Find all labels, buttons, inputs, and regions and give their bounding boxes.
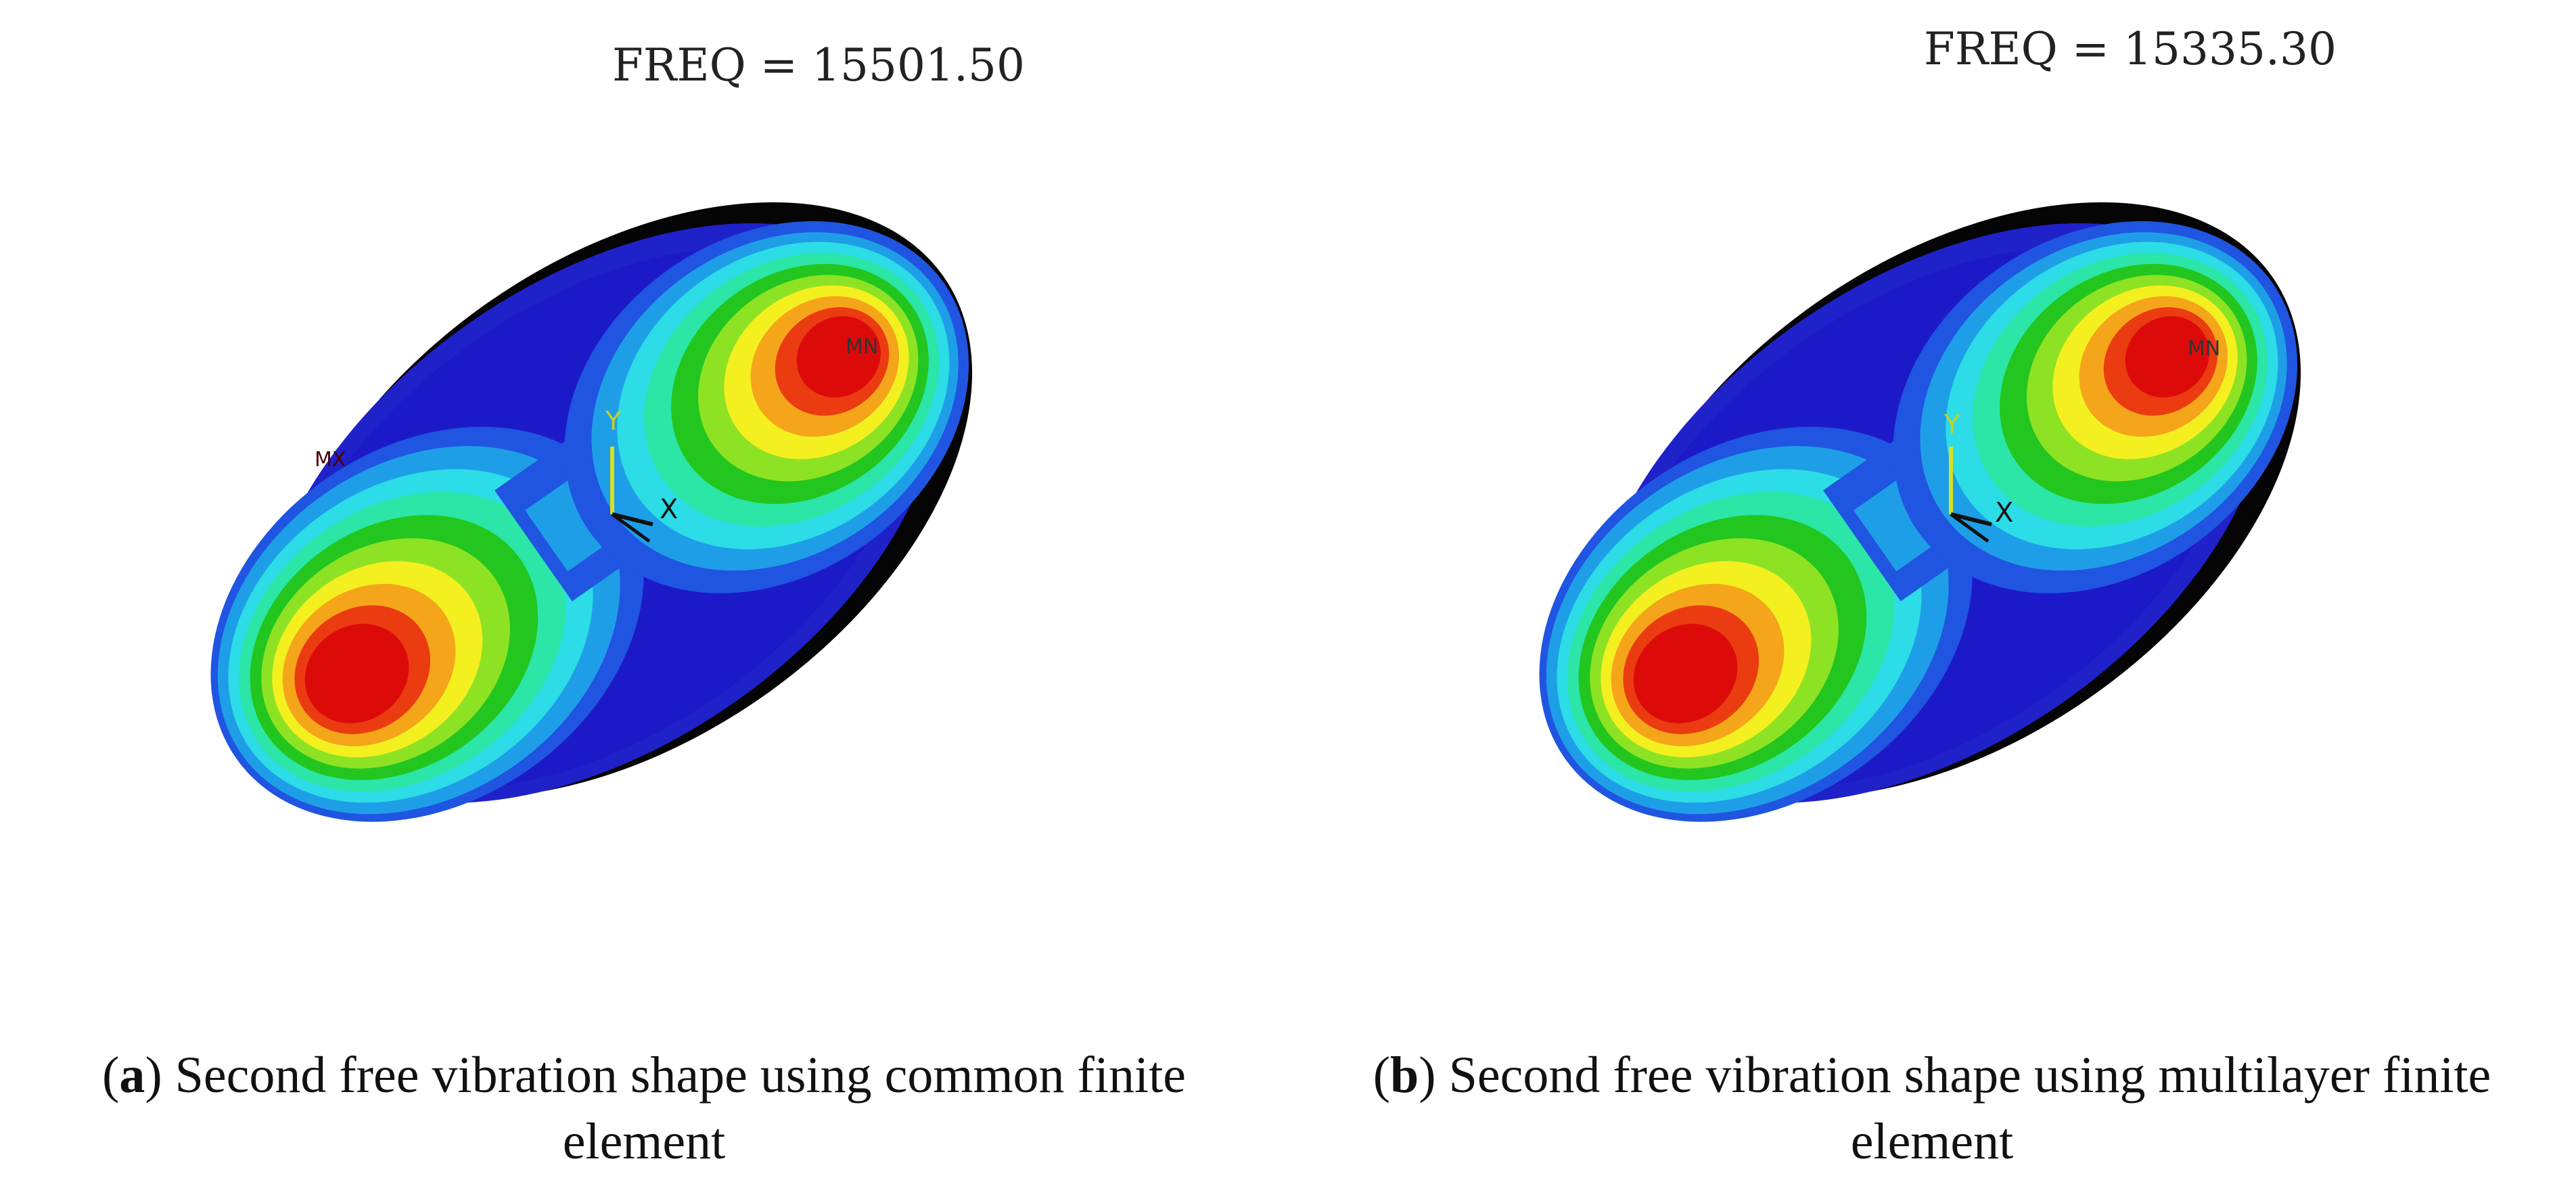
axis-triad: [1949, 447, 1992, 543]
caption-a: (a) Second free vibration shape using co…: [0, 1042, 1288, 1175]
caption-b: (b) Second free vibration shape using mu…: [1288, 1042, 2576, 1175]
caption-letter: b: [1390, 1047, 1419, 1104]
min-marker: MN: [2188, 337, 2221, 361]
axis-x-label: X: [1995, 497, 2014, 528]
axis-triad: [610, 447, 653, 543]
caption-text: Second free vibration shape using common…: [175, 1047, 1186, 1104]
mode-shape-plot-a: [210, 202, 973, 822]
caption-line-2: element: [562, 1113, 726, 1170]
mode-shape-plot-b: [1539, 202, 2301, 822]
caption-text: Second free vibration shape using multil…: [1448, 1047, 2491, 1104]
caption-line-1: (b) Second free vibration shape using mu…: [1373, 1047, 2491, 1104]
frequency-label: FREQ = 15501.50: [612, 39, 1025, 91]
contour-lobe-right: [1893, 221, 2298, 593]
caption-letter: a: [119, 1047, 145, 1104]
caption-line-2: element: [1850, 1113, 2014, 1170]
contour-lobe-right: [564, 221, 969, 593]
contour-lobe-left: [210, 426, 644, 822]
axis-y-label: Y: [605, 406, 622, 436]
panel-b: FREQ = 15335.30 MN Y X (b) Second free v…: [1288, 0, 2576, 1201]
axis-x-label: X: [660, 494, 678, 525]
axis-y-label: Y: [1944, 409, 1960, 439]
max-marker: MX: [315, 448, 346, 472]
frequency-label: FREQ = 15335.30: [1924, 23, 2337, 75]
min-marker: MN: [846, 335, 879, 359]
panel-a: FREQ = 15501.50 MX MN Y X (a) Second fre…: [0, 39, 1288, 1175]
caption-line-1: (a) Second free vibration shape using co…: [102, 1047, 1186, 1104]
